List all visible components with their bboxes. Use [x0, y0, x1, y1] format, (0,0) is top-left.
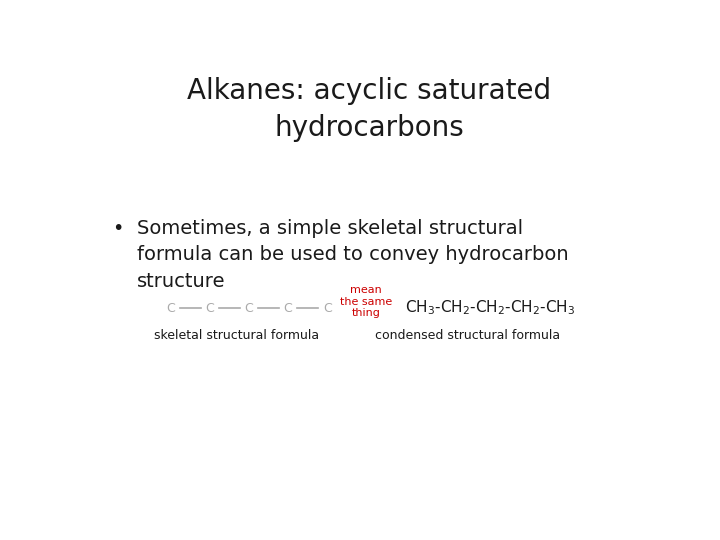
Text: C: C	[206, 301, 215, 314]
Text: condensed structural formula: condensed structural formula	[374, 328, 559, 342]
Text: C: C	[245, 301, 253, 314]
Text: •: •	[112, 219, 124, 238]
Text: skeletal structural formula: skeletal structural formula	[154, 328, 319, 342]
Text: Sometimes, a simple skeletal structural
formula can be used to convey hydrocarbo: Sometimes, a simple skeletal structural …	[138, 219, 569, 291]
Text: C: C	[323, 301, 331, 314]
Text: C: C	[284, 301, 292, 314]
Text: Alkanes: acyclic saturated
hydrocarbons: Alkanes: acyclic saturated hydrocarbons	[187, 77, 551, 142]
Text: C: C	[166, 301, 175, 314]
Text: mean
the same
thing: mean the same thing	[340, 285, 392, 319]
Text: $\mathrm{CH_3{\text{-}}CH_2{\text{-}}CH_2{\text{-}}CH_2{\text{-}}CH_3}$: $\mathrm{CH_3{\text{-}}CH_2{\text{-}}CH_…	[405, 299, 575, 318]
